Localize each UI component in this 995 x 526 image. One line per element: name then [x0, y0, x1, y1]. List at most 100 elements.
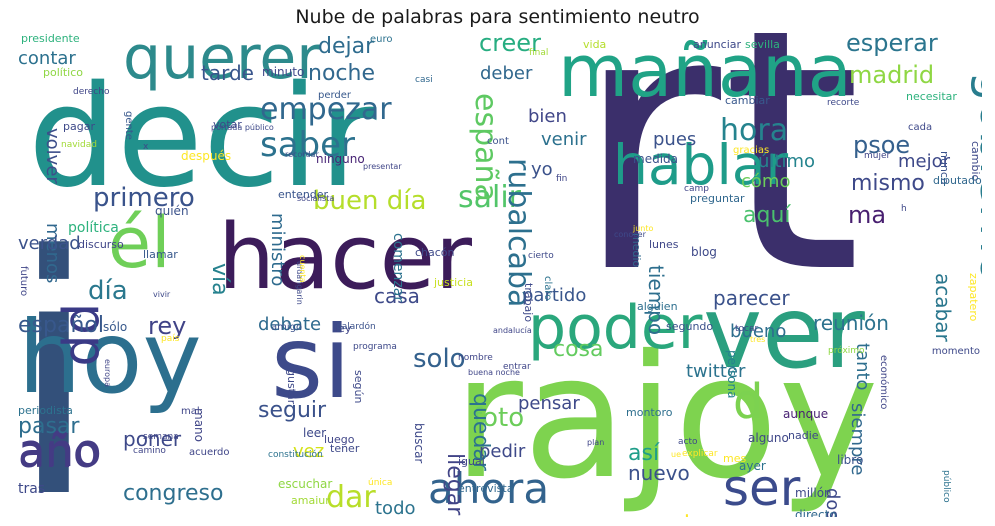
- cloud-word: presidente: [21, 33, 80, 45]
- cloud-word: comenzar: [390, 233, 406, 303]
- cloud-word: si: [271, 304, 351, 421]
- cloud-word: reunión: [813, 311, 889, 335]
- cloud-word: vez: [293, 441, 325, 462]
- cloud-word: mes: [723, 452, 747, 465]
- cloud-word: nombre: [458, 353, 493, 363]
- cloud-word: gracias: [733, 145, 770, 156]
- cloud-word: pues: [653, 129, 697, 150]
- cloud-word: españa: [468, 93, 503, 202]
- cloud-word: ser: [723, 459, 801, 517]
- cloud-word: debate: [258, 314, 322, 335]
- cloud-word: casi: [415, 75, 433, 85]
- cloud-word: gente: [123, 111, 134, 140]
- cloud-word: pagar: [63, 120, 95, 133]
- cloud-word: semana: [143, 432, 179, 442]
- cloud-word: buena noche: [468, 368, 520, 377]
- cloud-word: twitter: [686, 361, 746, 382]
- cloud-word: casa: [374, 284, 420, 308]
- cloud-word: acabar: [931, 273, 955, 342]
- cloud-word: pasar: [18, 414, 80, 439]
- cloud-word: medida: [633, 152, 678, 166]
- cloud-word: contar: [18, 48, 76, 69]
- cloud-word: blog: [691, 245, 717, 259]
- cloud-word: europa: [103, 359, 112, 387]
- cloud-word: hoy: [18, 299, 202, 416]
- cloud-word: aunque: [783, 407, 829, 421]
- cloud-word: andalucía: [493, 326, 532, 335]
- cloud-word: alguien: [637, 300, 678, 313]
- cloud-word: psoe: [853, 131, 911, 159]
- cloud-word: ley: [335, 322, 352, 335]
- cloud-word: poder: [528, 293, 703, 363]
- cloud-word: final: [529, 48, 549, 58]
- cloud-word: cont: [487, 136, 509, 147]
- cloud-word: camp: [684, 184, 709, 194]
- cloud-word: hora: [720, 113, 789, 148]
- cloud-word: lunes: [649, 238, 679, 251]
- cloud-word: cambiar: [725, 94, 770, 107]
- cloud-word: h: [901, 204, 907, 214]
- cloud-word: mejor: [898, 151, 951, 172]
- cloud-word: igual: [458, 455, 485, 468]
- cloud-word: periodista: [18, 404, 73, 417]
- cloud-word: recorte: [827, 98, 860, 108]
- cloud-word: venir: [541, 129, 587, 150]
- cloud-word: buen día: [313, 186, 427, 216]
- cloud-word: saber: [260, 125, 356, 165]
- cloud-word: minuto: [262, 65, 305, 79]
- cloud-word: ayer: [739, 459, 766, 473]
- cloud-word: según: [352, 370, 365, 404]
- cloud-word: euro: [370, 34, 393, 45]
- cloud-word: sólo: [103, 320, 128, 334]
- cloud-word: programa: [353, 342, 397, 352]
- cloud-word: después: [181, 149, 232, 163]
- cloud-word: plan: [587, 438, 605, 447]
- cloud-word: próximo: [828, 346, 865, 356]
- cloud-word: mal: [181, 406, 200, 417]
- cloud-word: partido: [522, 285, 587, 306]
- cloud-word: solo: [413, 344, 466, 374]
- cloud-word: libro: [837, 453, 864, 467]
- cloud-word: portada público: [211, 123, 274, 132]
- cloud-word: d: [733, 374, 764, 430]
- cloud-word: segundo: [666, 320, 714, 333]
- cloud-word: x: [143, 142, 149, 152]
- cloud-word: decir: [28, 56, 377, 219]
- cloud-word: momento: [931, 346, 980, 357]
- cloud-word: día: [88, 276, 128, 306]
- cloud-word: vivir: [153, 290, 171, 299]
- cloud-word: parecer: [713, 286, 790, 310]
- cloud-word: último: [758, 151, 816, 172]
- cloud-word: empezar: [260, 92, 392, 127]
- cloud-word: necesitar: [906, 90, 957, 103]
- cloud-word: votar: [213, 118, 242, 131]
- cloud-word: aquí: [743, 203, 791, 228]
- cloud-word: económico: [878, 355, 889, 410]
- cloud-word: deber: [480, 63, 533, 84]
- cloud-word: él: [108, 202, 171, 284]
- cloud-word: tarde: [201, 61, 254, 85]
- cloud-word: política: [68, 220, 119, 236]
- cloud-word: montoro: [626, 406, 673, 419]
- cloud-word: discurso: [78, 238, 124, 251]
- cloud-word: nadie: [788, 429, 819, 442]
- cloud-word: país: [161, 334, 180, 344]
- cloud-word: socialista: [297, 194, 335, 203]
- cloud-word: seguir: [258, 398, 327, 423]
- cloud-word: chacón: [415, 246, 455, 259]
- cloud-word: futuro: [18, 266, 29, 297]
- cloud-word: persona: [725, 350, 739, 399]
- cloud-word: quién: [155, 204, 189, 218]
- cloud-word: junto: [633, 224, 654, 233]
- cloud-word: vida: [583, 38, 607, 51]
- cloud-word: público: [941, 470, 951, 503]
- cloud-word: cierto: [528, 251, 554, 261]
- cloud-word: entender: [278, 188, 329, 201]
- cloud-word: salir: [458, 180, 522, 215]
- cloud-word: luego: [324, 433, 355, 446]
- cloud-word: bien: [528, 106, 567, 127]
- cloud-word: nuevo: [628, 461, 690, 485]
- cloud-word: directo: [795, 508, 837, 517]
- cloud-word: cosa: [553, 337, 604, 362]
- cloud-word: mano: [192, 408, 206, 442]
